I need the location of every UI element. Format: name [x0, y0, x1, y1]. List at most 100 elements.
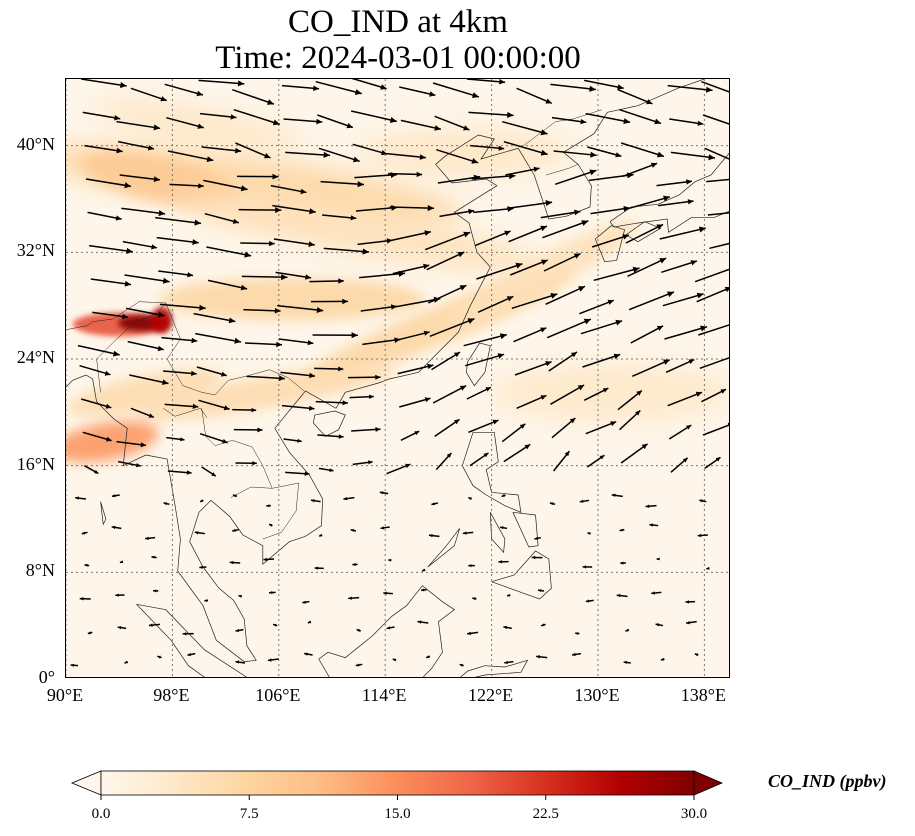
wind-arrow — [625, 223, 664, 244]
lon-tick-label: 138°E — [680, 685, 726, 705]
concentration-blob — [491, 363, 729, 422]
wind-arrow — [696, 286, 729, 303]
wind-arrow — [117, 460, 142, 468]
wind-arrow — [503, 140, 548, 156]
wind-arrow — [246, 375, 285, 381]
border-segment — [165, 302, 305, 396]
wind-arrow — [432, 82, 480, 98]
wind-arrow — [343, 496, 355, 501]
wind-arrow — [463, 333, 507, 347]
wind-arrow — [116, 440, 147, 448]
wind-arrow — [665, 358, 695, 374]
wind-arrow — [617, 389, 643, 411]
wind-arrow — [540, 209, 581, 219]
wind-arrow — [624, 195, 671, 211]
wind-arrow — [314, 366, 344, 372]
coastline-segment — [66, 374, 324, 663]
wind-arrow — [272, 623, 278, 627]
wind-arrow — [317, 114, 354, 129]
wind-arrow — [421, 568, 426, 572]
coastline-segment — [274, 79, 705, 429]
wind-arrow — [431, 502, 439, 506]
wind-arrow — [502, 120, 548, 136]
coastline-segment — [460, 659, 529, 677]
wind-arrow — [111, 525, 122, 530]
wind-arrow — [575, 632, 580, 635]
wind-arrow — [275, 271, 312, 280]
wind-arrow — [431, 351, 461, 371]
wind-arrow — [586, 454, 605, 468]
wind-arrow — [656, 179, 693, 187]
wind-arrow — [619, 528, 625, 532]
wind-arrow — [620, 142, 665, 158]
wind-arrow — [531, 555, 543, 560]
wind-arrow — [623, 660, 631, 664]
wind-arrow — [116, 120, 161, 131]
wind-arrow — [285, 151, 331, 158]
wind-arrow — [536, 655, 548, 659]
wind-arrow — [434, 115, 470, 131]
colorbar-tick-label: 30.0 — [680, 806, 708, 822]
wind-arrow — [235, 628, 244, 633]
wind-arrow — [585, 421, 617, 435]
lat-tick-label: 0° — [38, 667, 55, 687]
wind-arrow — [699, 499, 707, 503]
wind-arrow — [469, 144, 505, 151]
wind-arrow — [77, 344, 120, 357]
wind-arrow — [129, 374, 169, 385]
wind-arrow — [153, 589, 159, 593]
wind-arrow — [84, 563, 90, 567]
border-segment — [546, 164, 579, 176]
map-panel[interactable] — [65, 78, 730, 678]
wind-arrow — [187, 652, 196, 657]
wind-arrow — [462, 531, 474, 535]
wind-arrow — [476, 262, 523, 280]
wind-arrow — [70, 663, 79, 667]
wind-arrow — [702, 114, 729, 125]
colorbar-label: CO_IND (ppbv) — [768, 771, 887, 791]
wind-arrow — [277, 304, 324, 313]
wind-arrow — [281, 404, 315, 411]
wind-arrow — [659, 226, 706, 240]
wind-arrow — [206, 246, 252, 258]
wind-arrow — [235, 142, 271, 159]
wind-arrow — [477, 295, 514, 314]
concentration-blob — [134, 364, 397, 421]
wind-arrow — [473, 206, 514, 214]
wind-arrow — [459, 663, 464, 667]
wind-arrow — [317, 434, 344, 439]
wind-arrow — [585, 112, 631, 125]
wind-arrow — [709, 242, 729, 250]
wind-arrow — [379, 491, 389, 495]
wind-arrow — [280, 371, 316, 379]
lon-tick-label: 114°E — [361, 685, 407, 705]
wind-arrow — [151, 555, 157, 559]
wind-arrow — [283, 438, 302, 443]
wind-arrow — [167, 150, 214, 163]
wind-arrow — [87, 631, 93, 635]
wind-arrow — [697, 533, 708, 538]
wind-arrow — [685, 620, 697, 625]
wind-arrow — [163, 370, 197, 376]
wind-arrow — [553, 150, 597, 158]
wind-arrow — [307, 620, 312, 624]
wind-arrow — [439, 208, 475, 218]
wind-arrow — [196, 366, 227, 377]
wind-arrow — [92, 311, 129, 320]
wind-arrow — [309, 278, 344, 284]
wind-arrow — [425, 655, 431, 659]
wind-arrow — [420, 588, 427, 592]
wind-arrow — [587, 146, 622, 158]
wind-arrow — [201, 146, 242, 154]
lon-tick-label: 106°E — [255, 685, 301, 705]
wind-arrow — [701, 80, 729, 93]
lat-tick-label: 24°N — [16, 347, 55, 367]
wind-arrow — [232, 528, 239, 532]
wind-arrow — [585, 599, 594, 603]
wind-arrow — [268, 523, 273, 527]
wind-arrow — [195, 332, 242, 344]
wind-arrow — [314, 566, 324, 570]
chart-title-line2: Time: 2024-03-01 00:00:00 — [215, 40, 581, 76]
concentration-blob — [159, 277, 426, 321]
wind-arrow — [550, 384, 585, 405]
